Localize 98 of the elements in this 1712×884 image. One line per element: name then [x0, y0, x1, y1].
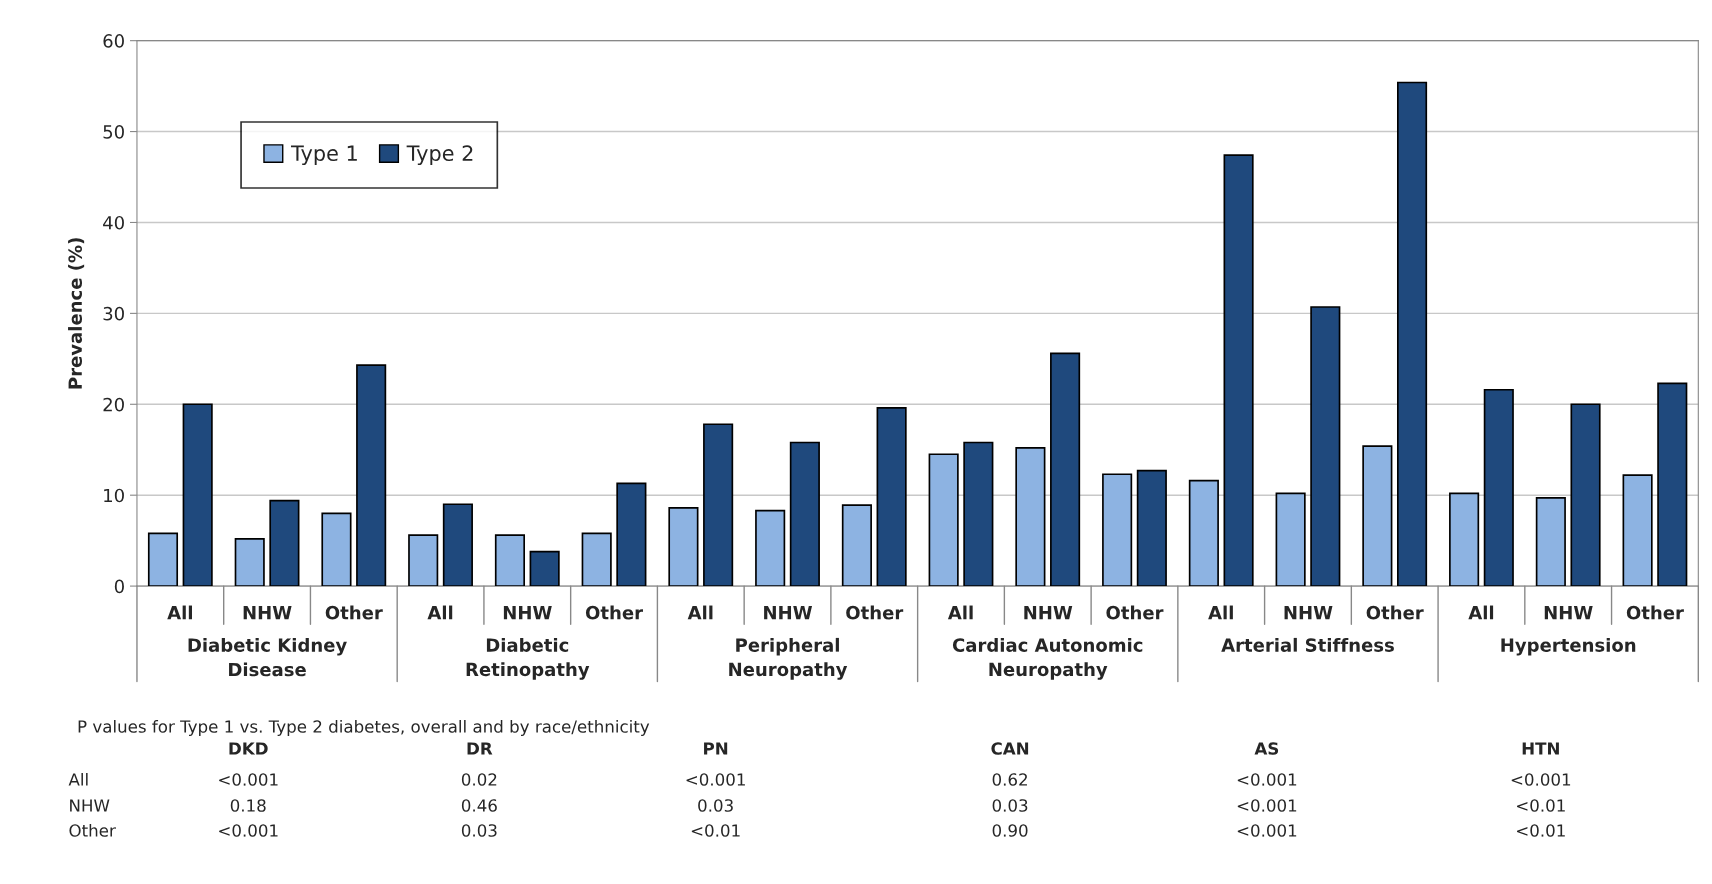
text: <0.001: [1237, 824, 1297, 837]
bar: [1362, 445, 1393, 587]
x-tick-label: Other: [1626, 605, 1684, 620]
text: Cardiac Autonomic Neuropathy: [952, 637, 1143, 680]
text: Diabetic Retinopathy: [466, 637, 590, 680]
bar: [1275, 492, 1306, 587]
x-tick-label: All: [427, 605, 453, 620]
text: Arterial Stiffness: [1221, 637, 1394, 652]
text: Hypertension: [1501, 637, 1636, 656]
x-tick-label: All: [1468, 605, 1494, 620]
y-tick-label: 0: [114, 579, 124, 594]
bar: [529, 550, 560, 587]
bar: [755, 509, 786, 587]
bar: [182, 403, 213, 587]
bar: [1622, 474, 1653, 587]
bar: [1015, 447, 1046, 587]
bar: [356, 364, 387, 587]
bar: [841, 504, 872, 587]
x-tick-label: NHW: [1024, 606, 1073, 620]
text: <0.01: [1517, 799, 1565, 812]
bar: [1483, 388, 1514, 587]
x-tick-label: NHW: [503, 606, 552, 620]
text: 0.90: [992, 824, 1028, 837]
y-tick-label: 30: [103, 306, 124, 321]
bar: [1136, 469, 1167, 587]
bar: [442, 503, 473, 587]
bar: [1657, 382, 1688, 587]
bar: [1188, 479, 1219, 587]
bar: [616, 482, 647, 587]
bar: [876, 407, 907, 587]
text: Peripheral Neuropathy: [729, 637, 848, 680]
y-tick-label: 20: [103, 397, 124, 412]
x-tick-label: Other: [325, 605, 383, 620]
y-tick-label: 10: [104, 488, 124, 503]
x-tick-label: NHW: [1284, 606, 1333, 620]
text: <0.001: [1511, 773, 1571, 786]
bar: [928, 453, 959, 587]
x-tick-label: Other: [1366, 605, 1424, 620]
bar: [1449, 492, 1480, 587]
text: <0.001: [1237, 799, 1297, 812]
text: 0.62: [992, 773, 1027, 786]
text: AS: [1254, 742, 1279, 755]
text: DR: [467, 742, 493, 755]
bar: [494, 534, 526, 587]
bar: [1223, 154, 1254, 587]
bar: [703, 423, 734, 587]
bar: [1396, 81, 1428, 587]
legend-label: Type 1: [291, 145, 357, 166]
text: DKD: [229, 742, 268, 755]
text: Diabetic Kidney Disease: [188, 637, 347, 677]
x-tick-label: NHW: [243, 606, 292, 620]
bar: [269, 499, 300, 587]
text: 0.03: [461, 824, 497, 837]
bar: [581, 532, 612, 587]
text: 0.18: [230, 799, 266, 812]
text: All: [68, 772, 88, 786]
bar: [408, 534, 439, 587]
text: 0.46: [461, 799, 497, 812]
text: <0.001: [219, 773, 278, 786]
bar: [1050, 352, 1081, 587]
x-tick-label: Other: [1106, 605, 1164, 620]
text: 0.03: [698, 799, 733, 812]
x-tick-label: Other: [585, 605, 643, 620]
bar: [668, 507, 699, 587]
bar: [963, 441, 994, 587]
x-tick-label: NHW: [1544, 606, 1593, 620]
text: <0.01: [1517, 824, 1565, 837]
text: <0.001: [219, 824, 278, 837]
text: CAN: [991, 742, 1029, 755]
text: NHW: [70, 799, 110, 812]
y-tick-label: 60: [103, 34, 124, 48]
x-tick-label: All: [947, 605, 973, 620]
x-tick-label: All: [687, 605, 713, 620]
text: Other: [69, 823, 116, 837]
bar: [234, 537, 265, 587]
y-axis-title: Prevalence (%): [68, 238, 85, 389]
y-tick-label: 40: [103, 215, 124, 230]
bar: [1535, 497, 1566, 587]
text: 0.03: [992, 799, 1028, 812]
y-tick-label: 50: [103, 125, 124, 139]
text: PN: [704, 742, 728, 755]
bar: [789, 441, 820, 587]
bar: [147, 532, 179, 587]
text: <0.01: [691, 824, 740, 837]
text: 0.02: [461, 773, 497, 786]
x-tick-label: All: [167, 605, 192, 620]
text: <0.001: [1237, 773, 1297, 786]
x-tick-label: NHW: [764, 606, 813, 620]
text: <0.001: [686, 773, 745, 786]
text: HTN: [1522, 742, 1559, 755]
text: P values for Type 1 vs. Type 2 diabetes, overall and by race/ethnicity: [78, 719, 650, 737]
x-tick-label: All: [1208, 605, 1233, 620]
bar: [1102, 473, 1133, 587]
x-tick-label: Other: [846, 605, 904, 620]
bar: [321, 512, 352, 587]
bar: [1310, 306, 1341, 587]
bar: [1570, 403, 1601, 587]
legend-label: Type 2: [406, 145, 473, 166]
